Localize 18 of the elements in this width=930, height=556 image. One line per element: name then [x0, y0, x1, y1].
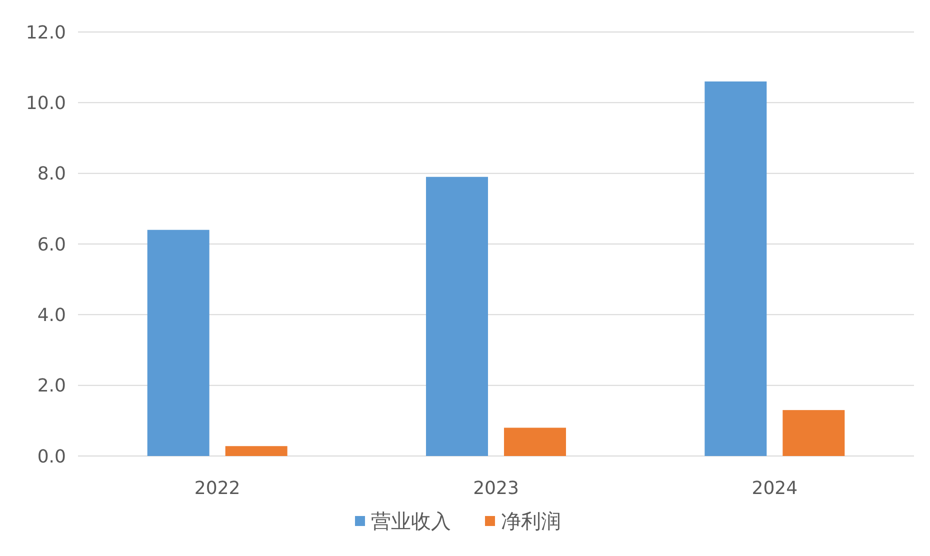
x-tick-label: 2023 — [473, 478, 519, 499]
y-tick-label: 0.0 — [37, 446, 66, 468]
legend-label: 净利润 — [501, 509, 561, 533]
y-tick-label: 2.0 — [37, 376, 66, 397]
legend-label: 营业收入 — [371, 509, 451, 533]
bar — [782, 410, 845, 456]
y-tick-label: 6.0 — [37, 234, 66, 256]
bar — [704, 81, 767, 456]
bar — [504, 428, 566, 456]
y-tick-label: 4.0 — [37, 304, 66, 326]
bar — [147, 230, 210, 456]
y-tick-label: 8.0 — [37, 164, 66, 185]
x-tick-label: 2022 — [194, 478, 240, 499]
y-tick-label: 12.0 — [26, 22, 66, 44]
y-tick-label: 10.0 — [26, 92, 66, 114]
x-tick-label: 2024 — [752, 478, 798, 499]
bar — [225, 446, 288, 456]
bar — [426, 176, 488, 456]
